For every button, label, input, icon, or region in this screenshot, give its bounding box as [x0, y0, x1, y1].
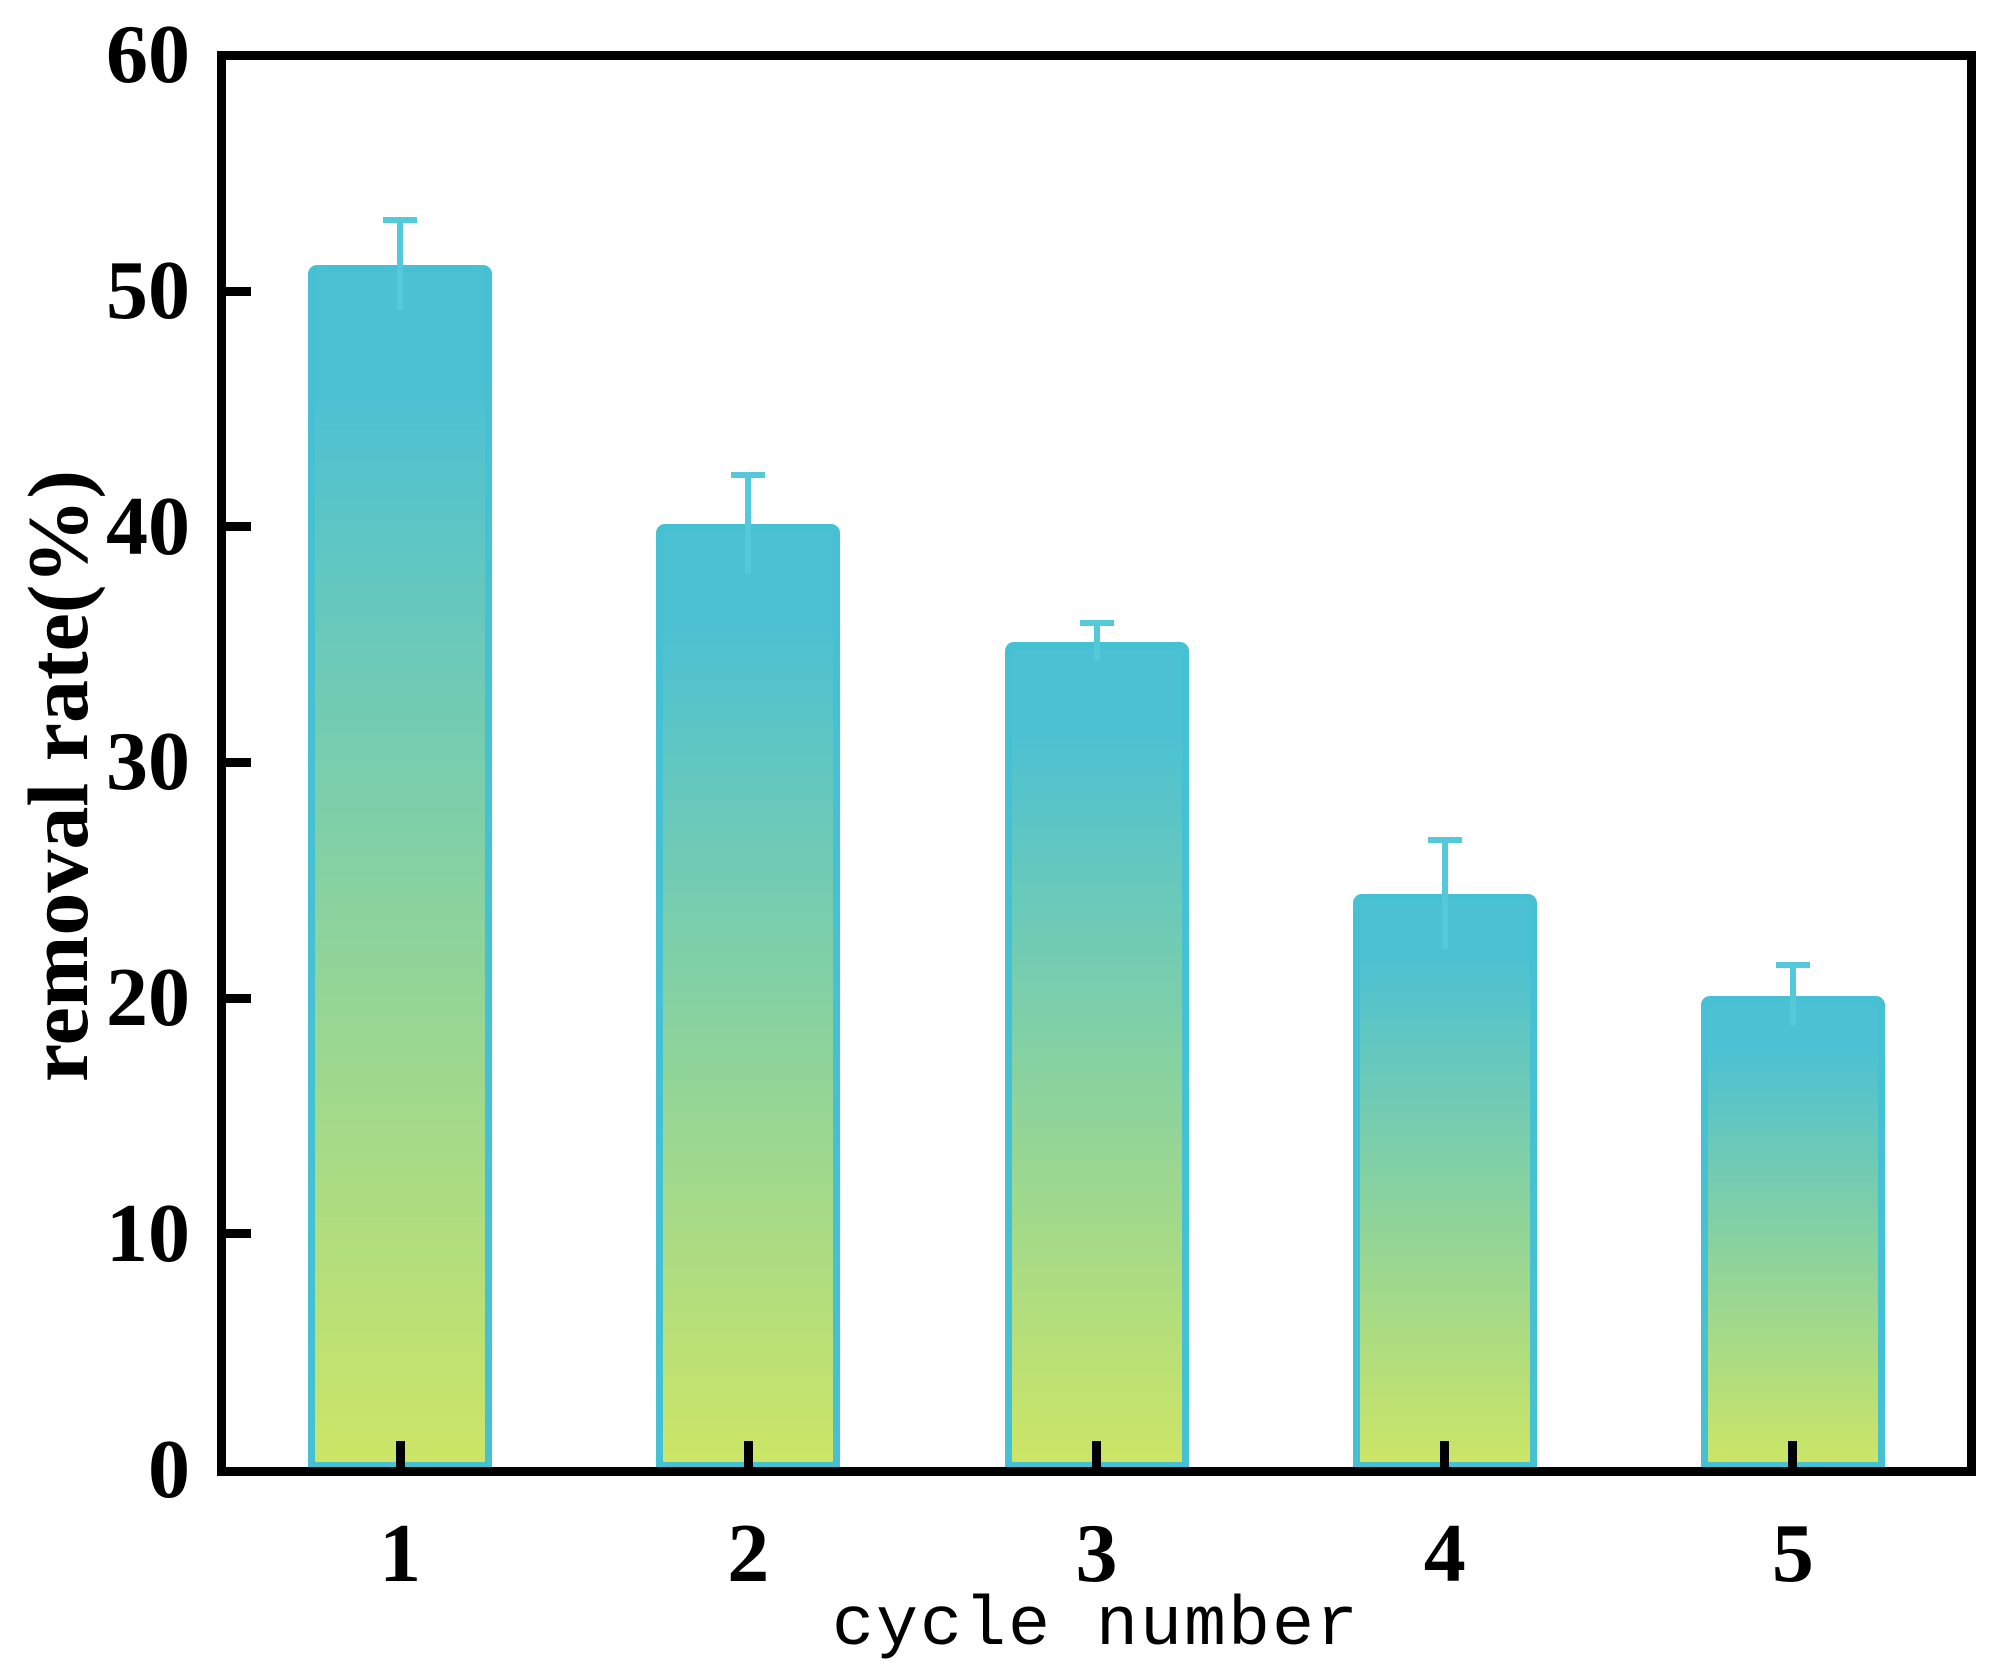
bar — [308, 265, 493, 1470]
y-axis-tick — [226, 757, 251, 767]
x-axis-tick — [1788, 1441, 1798, 1467]
y-axis-tick — [226, 993, 251, 1003]
error-bar-cap — [1427, 837, 1462, 844]
error-bar-line — [745, 474, 752, 574]
bar — [1004, 642, 1189, 1470]
y-axis-tick — [226, 286, 251, 296]
y-tick-label: 20 — [106, 951, 190, 1045]
error-bar-cap — [383, 217, 418, 224]
error-bar-cap — [1775, 962, 1810, 969]
error-bar-line — [397, 220, 404, 310]
bar — [656, 524, 841, 1470]
y-axis-tick — [226, 522, 251, 532]
x-tick-label: 4 — [1423, 1507, 1466, 1600]
x-axis-tick — [1092, 1441, 1101, 1467]
y-tick-label: 0 — [148, 1422, 190, 1516]
x-axis-title: cycle number — [831, 1587, 1361, 1666]
x-axis-tick — [395, 1441, 405, 1467]
y-tick-label: 50 — [106, 244, 190, 337]
bar — [1700, 995, 1885, 1470]
y-tick-label: 30 — [106, 715, 190, 809]
x-axis-tick — [743, 1441, 753, 1467]
error-bar-cap — [731, 471, 766, 478]
x-tick-label: 5 — [1771, 1507, 1814, 1600]
x-axis-tick — [1440, 1441, 1450, 1467]
x-tick-label: 1 — [379, 1507, 422, 1600]
error-bar-line — [1441, 840, 1448, 949]
error-bar-line — [1789, 965, 1796, 1027]
y-axis-tick — [226, 1229, 251, 1239]
x-tick-label: 2 — [727, 1507, 770, 1600]
bar — [1352, 894, 1537, 1470]
x-tick-label: 3 — [1075, 1507, 1118, 1600]
y-tick-label: 40 — [106, 479, 190, 573]
error-bar-cap — [1079, 620, 1114, 627]
y-tick-label: 10 — [106, 1186, 190, 1280]
error-bar-line — [1093, 623, 1100, 662]
y-tick-label: 60 — [106, 8, 190, 102]
